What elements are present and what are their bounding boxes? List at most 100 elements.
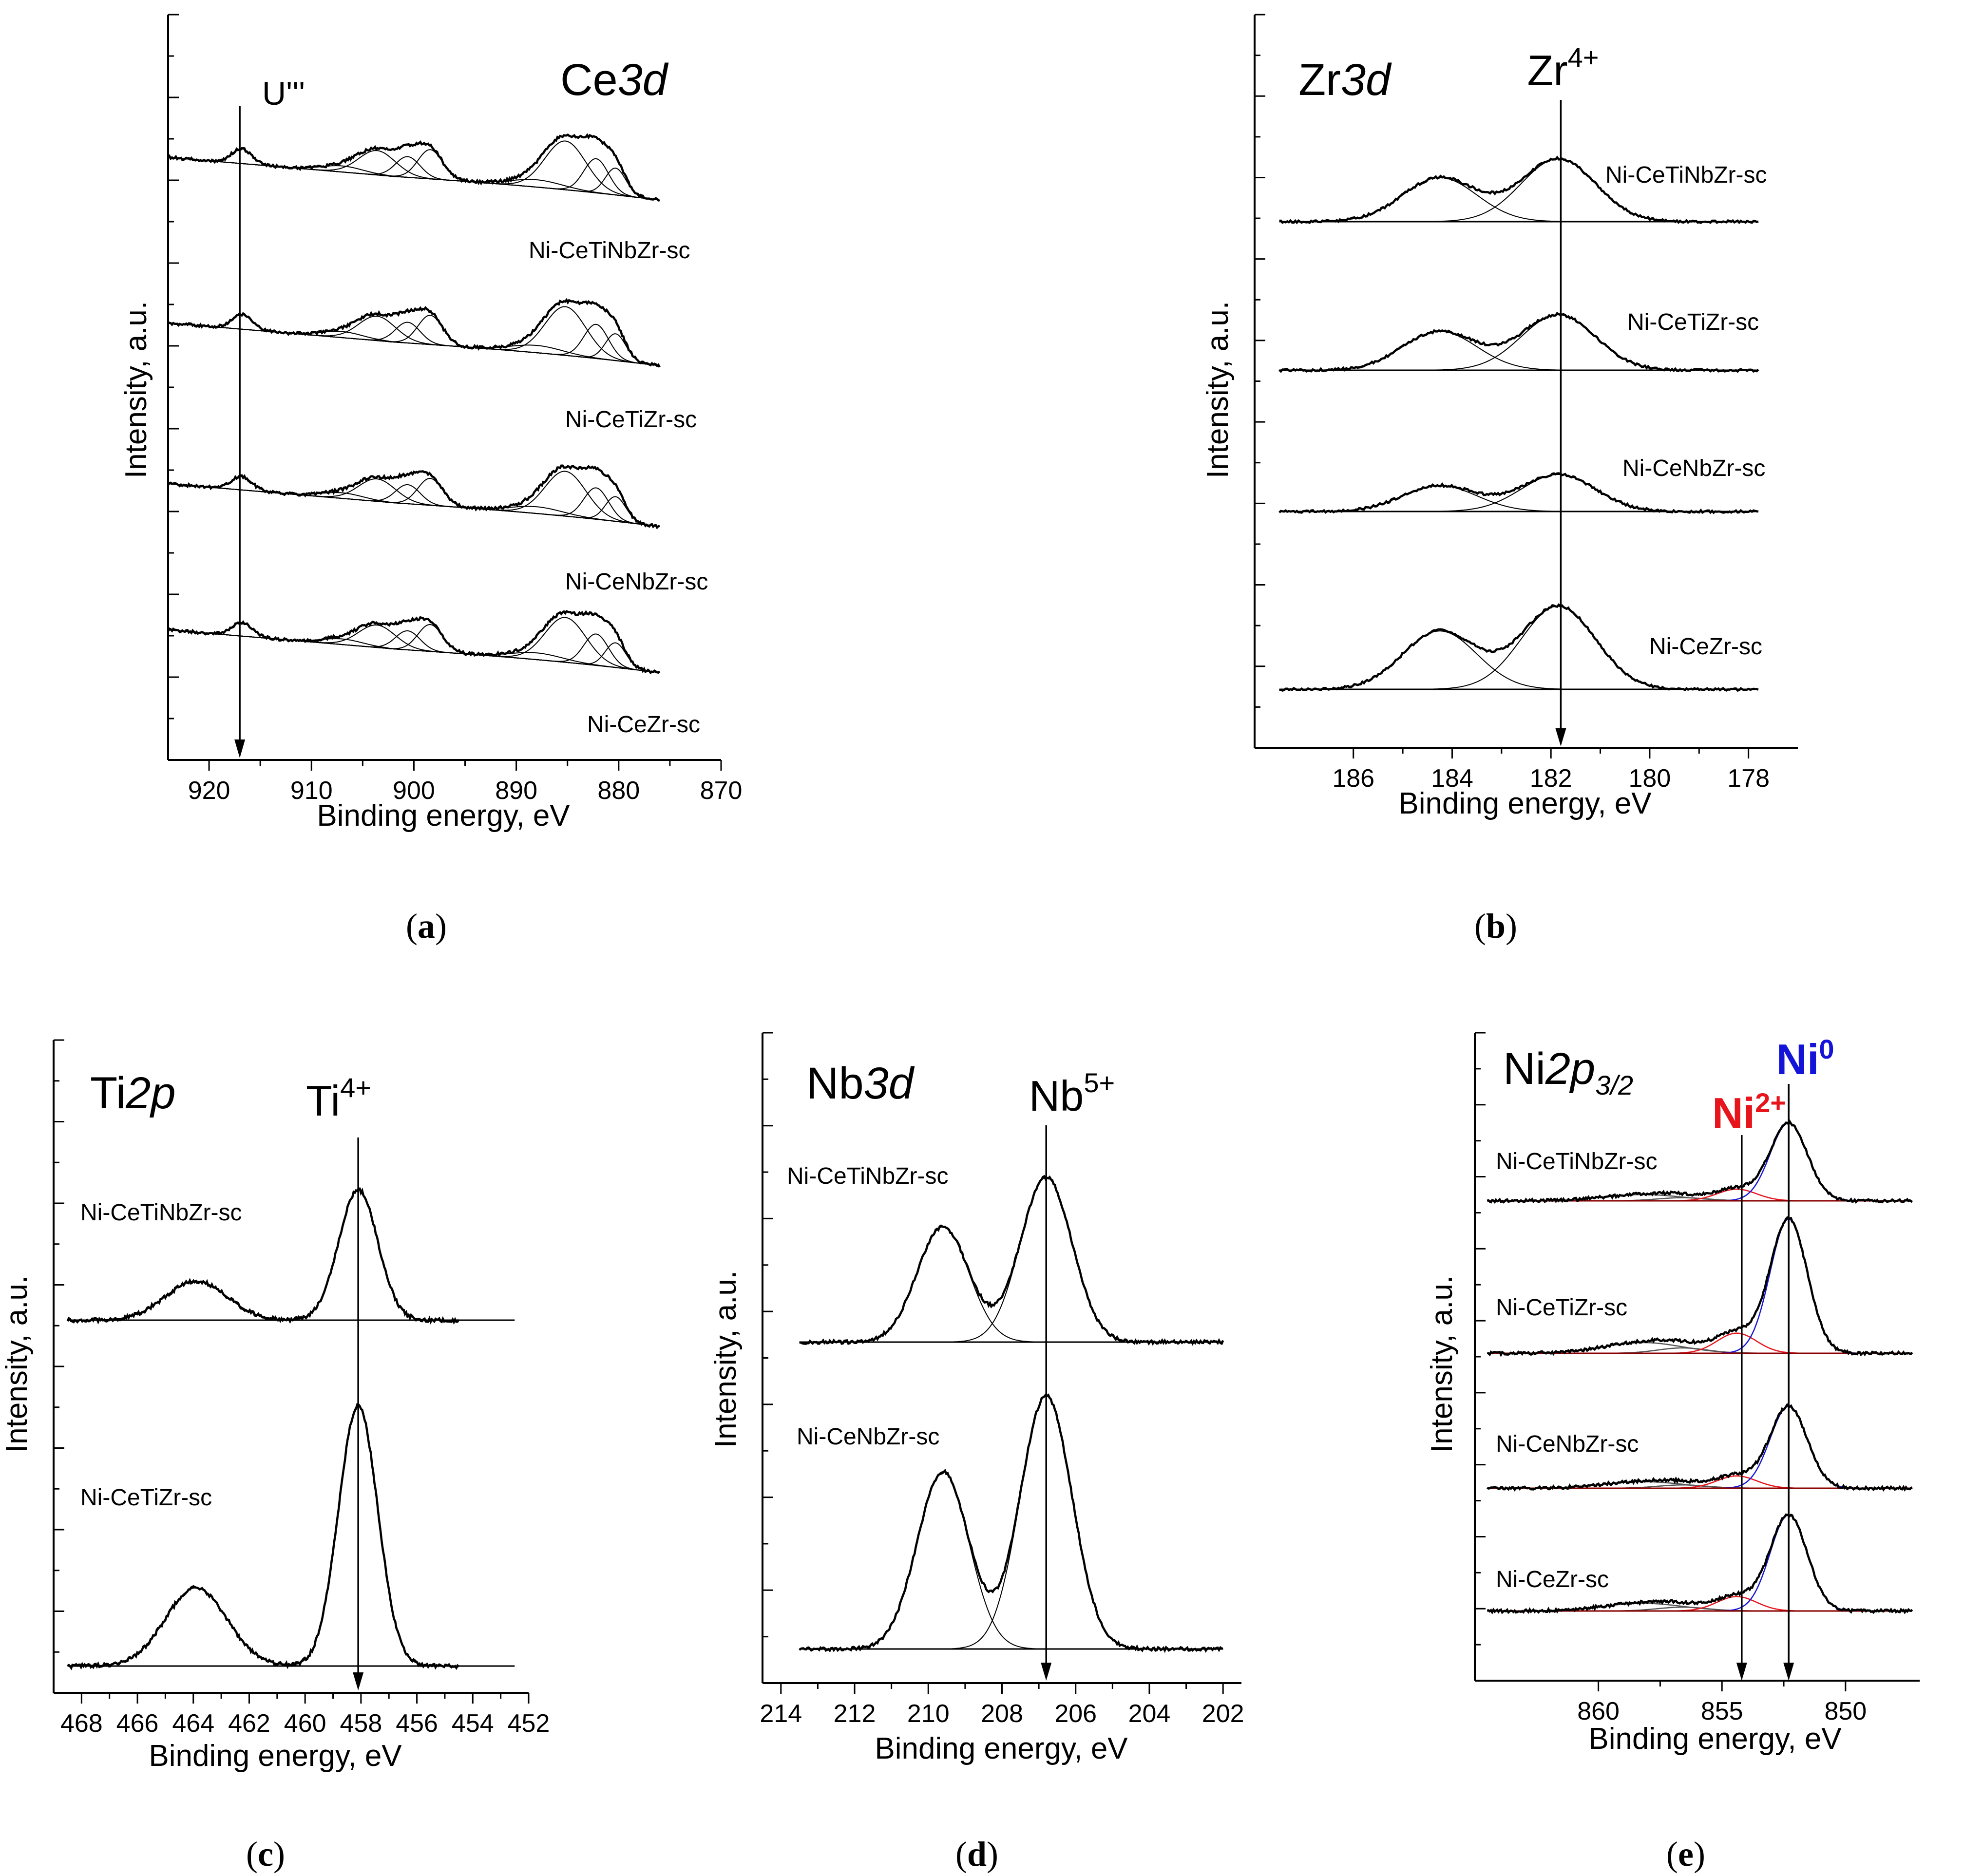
panel-a-spectrum-3 — [167, 464, 660, 530]
panel-c-axes: 468 466 464 462 460 458 456 454 452 — [53, 1039, 550, 1738]
panel-d-component-1-1 — [799, 1226, 1223, 1343]
panel-b-plot — [1278, 100, 1759, 746]
panel-a-x-tick-label: 910 — [290, 777, 333, 805]
panel-a-marker-arrow — [234, 739, 246, 758]
panel-b-marker-label: Zr4+ — [1527, 42, 1599, 95]
panel-d-spectrum-1 — [799, 1175, 1224, 1346]
panel-c-x-tick-label: 456 — [396, 1709, 438, 1738]
panel-a-component-4-5 — [168, 624, 660, 673]
panel-b-marker-arrow — [1555, 728, 1566, 746]
panel-e-title: Ni2p3/2 — [1503, 1044, 1633, 1100]
panel-e-component-4-4 — [1487, 1514, 1912, 1612]
panel-c-caption: (c) — [246, 1835, 285, 1874]
panel-c-x-tick-label: 464 — [172, 1709, 214, 1738]
panel-e-x-tick-label: 860 — [1577, 1697, 1620, 1725]
panel-c-component-1-1 — [67, 1280, 459, 1321]
panel-a-baseline-3 — [168, 483, 660, 527]
panel-a-spectrum-2 — [168, 298, 661, 368]
panel-c-title: Ti2p — [90, 1068, 176, 1118]
panel-d-component-1-2 — [799, 1177, 1223, 1343]
panel-c-x-tick-label: 452 — [508, 1709, 550, 1738]
panel-c-marker-arrow — [353, 1672, 364, 1690]
panel-e-spectrum-2 — [1487, 1216, 1913, 1357]
panel-d-series-label-2: Ni-CeNbZr-sc — [797, 1424, 939, 1450]
panel-b-series-label-4: Ni-CeZr-sc — [1649, 634, 1762, 660]
panel-d-x-tick-label: 206 — [1054, 1700, 1097, 1728]
panel-e-spectrum-4 — [1487, 1513, 1913, 1615]
panel-b-zr3d: 186 184 182 180 178 Zr3d Zr4+ Ni-CeTiNbZr-sc… — [1201, 14, 1798, 946]
panel-d-marker-arrow — [1041, 1663, 1052, 1681]
panel-c-ti2p: 468 466 464 462 460 458 456 454 452 Ti2p Ti4+ Ni… — [0, 1039, 550, 1874]
panel-d-x-tick-label: 214 — [760, 1700, 802, 1728]
panel-b-component-2-1 — [1279, 331, 1758, 371]
panel-a-component-4-3 — [168, 625, 660, 673]
panel-b-x-tick-label: 180 — [1629, 764, 1671, 793]
panel-e-spectrum-3 — [1487, 1403, 1913, 1492]
panel-a-series-label-3: Ni-CeNbZr-sc — [565, 569, 708, 595]
panel-c-series-label-1: Ni-CeTiNbZr-sc — [80, 1200, 242, 1226]
panel-b-title: Zr3d — [1298, 55, 1392, 105]
panel-b-spectrum-1 — [1279, 155, 1759, 225]
panel-c-x-tick-label: 458 — [340, 1709, 382, 1738]
panel-b-spectrum-4 — [1279, 603, 1759, 692]
panel-a-caption: (a) — [406, 907, 447, 946]
panel-c-spectrum-1 — [66, 1187, 460, 1325]
panel-a-baseline-2 — [168, 322, 660, 366]
panel-a-baseline-4 — [168, 629, 660, 673]
panel-e-series-label-1: Ni-CeTiNbZr-sc — [1496, 1149, 1658, 1175]
panel-d-axes: 214 212 210 208 206 204 202 — [760, 1032, 1244, 1728]
panel-a-axes: 920 910 900 890 880 870 — [167, 14, 743, 805]
panel-a-marker-label: U''' — [262, 75, 305, 112]
panel-e-series-label-4: Ni-CeZr-sc — [1496, 1567, 1609, 1592]
panel-e-component-2-4 — [1487, 1218, 1912, 1354]
panel-a-x-tick-label: 920 — [188, 777, 230, 805]
panel-a-xlabel: Binding energy, eV — [317, 799, 570, 833]
panel-e-caption: (e) — [1666, 1835, 1705, 1874]
panel-b-x-tick-label: 178 — [1727, 764, 1770, 793]
panel-d-marker-label: Nb5+ — [1029, 1067, 1115, 1120]
panel-c-x-tick-label: 466 — [116, 1709, 159, 1738]
panel-e-series-label-2: Ni-CeTiZr-sc — [1496, 1295, 1627, 1321]
panel-c-component-2-2 — [67, 1405, 459, 1667]
panel-b-x-tick-label: 186 — [1332, 764, 1374, 793]
panel-d-component-2-1 — [799, 1471, 1223, 1649]
panel-a-x-tick-label: 880 — [597, 777, 640, 805]
panel-e-xlabel: Binding energy, eV — [1588, 1722, 1842, 1756]
panel-b-axes: 186 184 182 180 178 — [1254, 14, 1798, 793]
panel-d-x-tick-label: 204 — [1128, 1700, 1171, 1728]
panel-a-ce3d: 920 910 900 890 880 870 Ce3d U''' Ni-CeTiNbZr… — [119, 14, 743, 946]
panel-a-component-3-5 — [168, 477, 660, 527]
panel-a-x-tick-label: 890 — [495, 777, 537, 805]
panel-b-series-label-2: Ni-CeTiZr-sc — [1627, 309, 1759, 335]
panel-c-x-tick-label: 454 — [452, 1709, 494, 1738]
panel-b-xlabel: Binding energy, eV — [1398, 787, 1652, 820]
panel-b-x-tick-label: 182 — [1530, 764, 1572, 793]
panel-e-plot — [1487, 1084, 1913, 1681]
panel-c-x-tick-label: 460 — [284, 1709, 326, 1738]
panel-d-x-tick-label: 202 — [1202, 1700, 1244, 1728]
panel-c-x-tick-label: 468 — [60, 1709, 103, 1738]
panel-b-series-label-3: Ni-CeNbZr-sc — [1622, 455, 1765, 481]
panel-d-ylabel: Intensity, a.u. — [709, 1270, 743, 1448]
panel-d-series-label-1: Ni-CeTiNbZr-sc — [787, 1163, 949, 1189]
panel-d-title: Nb3d — [806, 1059, 915, 1108]
panel-c-plot — [66, 1137, 515, 1690]
panel-e-x-tick-label: 850 — [1824, 1697, 1867, 1725]
panel-a-spectrum-1 — [167, 133, 660, 202]
panel-c-marker-label: Ti4+ — [306, 1072, 371, 1125]
panel-b-x-tick-label: 184 — [1431, 764, 1473, 793]
panel-a-series-label-1: Ni-CeTiNbZr-sc — [529, 238, 690, 264]
panel-d-x-tick-label: 212 — [834, 1700, 876, 1728]
panel-e-marker-label-ni0: Ni0 — [1776, 1034, 1834, 1083]
panel-a-title: Ce3d — [560, 55, 669, 105]
panel-a-series-label-4: Ni-CeZr-sc — [587, 712, 700, 738]
panel-c-ylabel: Intensity, a.u. — [0, 1275, 34, 1453]
panel-d-caption: (d) — [955, 1835, 998, 1874]
panel-e-marker-arrow-ni2plus — [1736, 1663, 1747, 1681]
panel-a-x-tick-label: 870 — [700, 777, 743, 805]
panel-a-ylabel: Intensity, a.u. — [119, 301, 153, 478]
panel-e-axes: 860 855 850 — [1474, 1032, 1920, 1725]
panel-d-x-tick-label: 208 — [981, 1700, 1023, 1728]
panel-b-caption: (b) — [1474, 907, 1517, 946]
